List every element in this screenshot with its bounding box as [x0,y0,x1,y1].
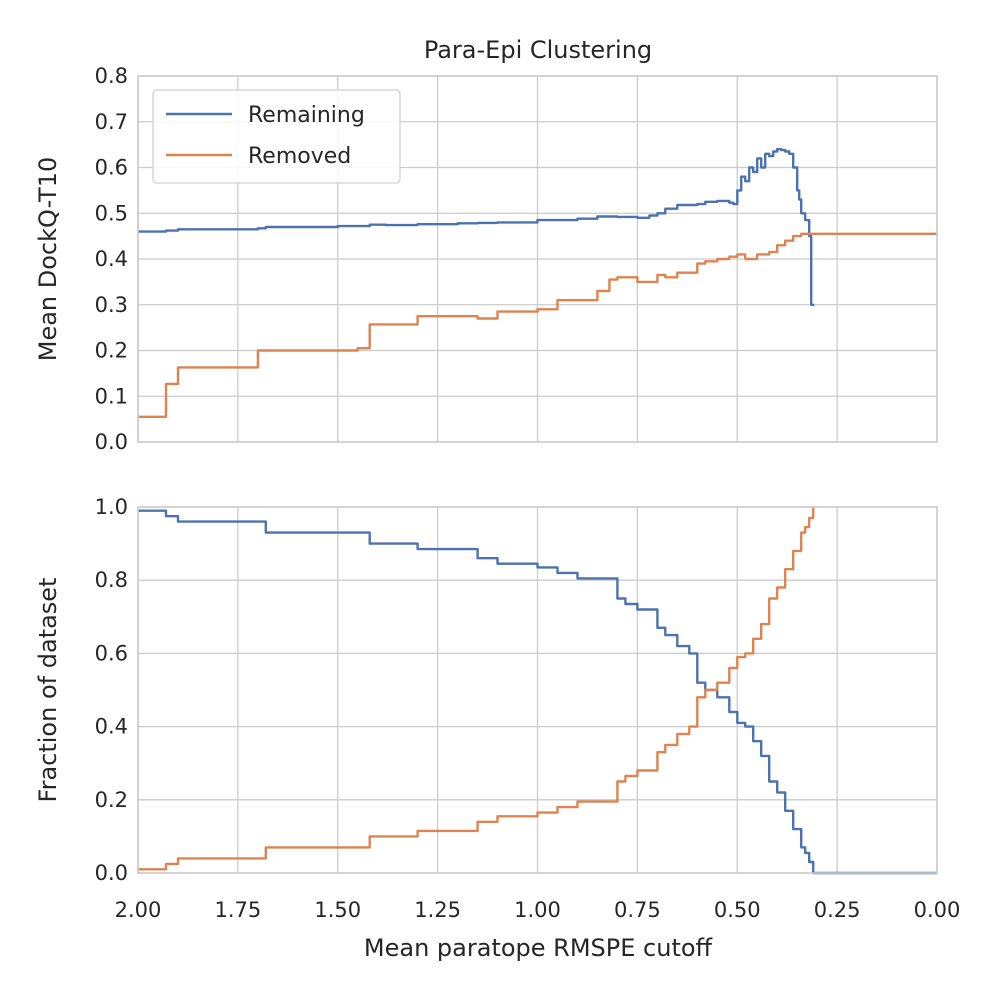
bottom-y-tick-label: 0.8 [95,568,128,592]
x-tick-label: 0.50 [714,898,761,922]
top-y-tick-label: 0.0 [95,430,128,454]
top-y-tick-label: 0.2 [95,339,128,363]
chart-title: Para-Epi Clustering [424,36,652,64]
x-tick-label: 0.00 [914,898,961,922]
x-tick-label: 1.75 [214,898,261,922]
bottom-y-tick-label: 0.4 [95,715,128,739]
x-tick-label: 2.00 [115,898,162,922]
bottom-series-layer [138,507,937,875]
x-axis-label: Mean paratope RMSPE cutoff [364,934,713,962]
top-series-layer [138,148,937,418]
bottom-series-removed [138,507,815,871]
legend-label-remaining: Remaining [248,103,365,128]
top-panel: 0.0 0.1 0.2 0.3 0.4 0.5 0.6 0.7 0.8 Mean DockQ-T… [34,64,938,454]
top-y-tick-label: 0.7 [95,110,128,134]
bottom-panel: 0.0 0.2 0.4 0.6 0.8 1.0 2.00 1.75 1.50 1.25 1.00 0… [34,495,960,962]
bottom-y-tick-label: 0.0 [95,861,128,885]
x-tick-label: 1.25 [414,898,461,922]
top-y-tick-label: 0.6 [95,156,128,180]
bottom-series-remaining [138,509,937,875]
bottom-y-tick-label: 1.0 [95,495,128,519]
top-series-remaining [138,148,815,307]
bottom-y-tick-label: 0.2 [95,788,128,812]
top-y-tick-label: 0.8 [95,64,128,88]
top-plot-frame [137,75,938,443]
bottom-x-tick-labels: 2.00 1.75 1.50 1.25 1.00 0.75 0.50 0.25 0.00 [115,898,961,922]
top-y-tick-label: 0.4 [95,247,128,271]
bottom-y-axis-label: Fraction of dataset [34,578,62,803]
x-tick-label: 1.50 [314,898,361,922]
bottom-y-tick-label: 0.6 [95,641,128,665]
legend: Remaining Removed [152,89,401,184]
x-tick-label: 0.25 [814,898,861,922]
top-y-axis-label: Mean DockQ-T10 [34,157,62,362]
top-y-tick-labels: 0.0 0.1 0.2 0.3 0.4 0.5 0.6 0.7 0.8 [95,64,128,454]
top-y-tick-label: 0.5 [95,201,128,225]
top-y-tick-label: 0.1 [95,384,128,408]
bottom-plot-frame [137,506,938,874]
legend-label-removed: Removed [248,144,351,169]
x-tick-label: 0.75 [614,898,661,922]
bottom-gridlines [137,506,938,874]
bottom-y-tick-labels: 0.0 0.2 0.4 0.6 0.8 1.0 [95,495,128,885]
top-series-removed [138,232,937,418]
top-y-tick-label: 0.3 [95,293,128,317]
x-tick-label: 1.00 [514,898,561,922]
